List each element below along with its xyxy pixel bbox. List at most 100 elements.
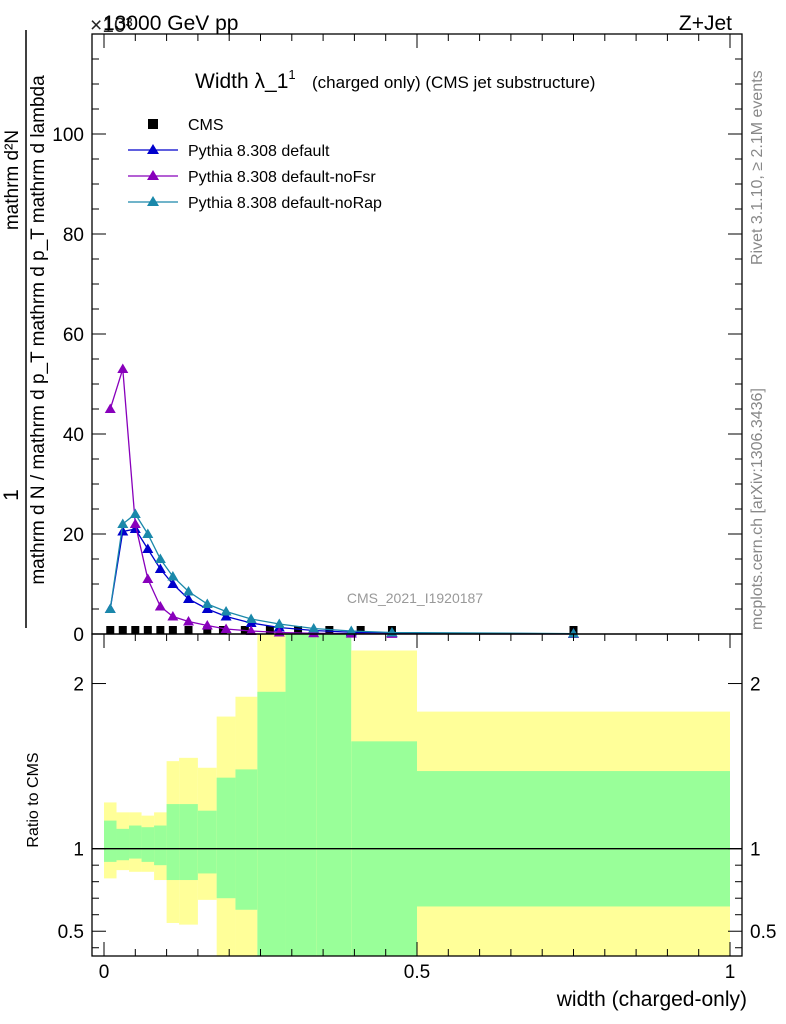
legend-entry: CMS — [148, 117, 224, 134]
process-label: Z+Jet — [679, 12, 732, 35]
x-tick-label: 1 — [725, 962, 736, 983]
data-point — [245, 625, 257, 635]
mcplots-label: mcplots.cern.ch [arXiv:1306.3436] — [749, 388, 766, 630]
legend-marker — [147, 196, 159, 206]
ratio-inner-band — [141, 827, 155, 862]
ratio-inner-band — [285, 634, 317, 956]
main-series — [104, 363, 579, 638]
series-3 — [104, 508, 579, 638]
data-point — [142, 528, 154, 538]
data-point — [265, 626, 274, 634]
legend-entry: Pythia 8.308 default-noFsr — [128, 169, 376, 186]
data-point — [220, 623, 232, 633]
ratio-inner-band — [116, 828, 130, 861]
data-point — [117, 518, 129, 528]
data-point — [308, 623, 320, 633]
data-point — [129, 523, 141, 533]
ratio-inner-band — [179, 804, 198, 881]
ratio-inner-band — [257, 691, 286, 956]
y-tick-label: 100 — [52, 125, 84, 146]
data-point — [118, 626, 127, 634]
ratio-y-label: Ratio to CMS — [25, 752, 42, 847]
data-point — [183, 586, 195, 596]
data-point — [184, 626, 193, 634]
ratio-inner-band — [316, 634, 352, 956]
chart-title: Width λ_11 — [195, 67, 296, 93]
data-point — [220, 611, 232, 621]
data-point — [142, 543, 154, 553]
data-point — [568, 628, 579, 638]
y-tick-label: 40 — [63, 425, 84, 446]
data-point — [183, 593, 195, 603]
legend-marker — [147, 144, 159, 154]
series-line — [109, 513, 574, 635]
x-axis-label: width (charged-only) — [556, 988, 747, 1011]
data-point — [117, 363, 129, 373]
legend-label: Pythia 8.308 default-noFsr — [188, 169, 376, 186]
data-point — [273, 618, 285, 628]
ratio-y-tick-label: 1 — [750, 840, 761, 861]
legend-label: Pythia 8.308 default — [188, 143, 330, 160]
data-point — [203, 626, 212, 634]
data-point — [345, 625, 357, 635]
y-tick-label: 60 — [63, 325, 84, 346]
data-point — [156, 626, 165, 634]
data-point — [131, 626, 140, 634]
data-point — [294, 626, 303, 634]
data-point — [142, 573, 154, 583]
ratio-inner-band — [417, 771, 730, 907]
data-point — [183, 616, 195, 626]
data-point — [104, 603, 116, 613]
y-tick-label: 80 — [63, 225, 84, 246]
data-point — [154, 553, 166, 563]
ratio-inner-band — [129, 825, 142, 859]
data-point — [167, 571, 179, 581]
data-point — [168, 626, 177, 634]
ratio-y-tick-label: 2 — [73, 675, 84, 696]
ratio-y-tick-label: 0.5 — [58, 922, 84, 943]
x-tick-label: 0 — [99, 962, 110, 983]
y-tick-label: 0 — [73, 625, 84, 646]
series-1 — [104, 523, 579, 638]
exponent-label: ×10³ — [90, 14, 133, 37]
data-point — [129, 518, 141, 528]
ratio-inner-band — [104, 820, 117, 862]
data-point — [104, 403, 116, 413]
analysis-watermark: CMS_2021_I1920187 — [347, 590, 483, 606]
ratio-inner-band — [197, 810, 217, 874]
ratio-y-tick-label: 2 — [750, 675, 761, 696]
series-line — [109, 368, 574, 635]
data-point — [154, 601, 166, 611]
ratio-bands — [92, 634, 742, 956]
ratio-inner-band — [235, 769, 258, 910]
data-point — [201, 603, 213, 613]
data-point — [143, 626, 152, 634]
data-point — [117, 526, 129, 536]
ratio-inner-band — [154, 825, 167, 866]
data-point — [201, 598, 213, 608]
data-point — [129, 508, 141, 518]
data-point — [167, 578, 179, 588]
series-2 — [104, 363, 579, 638]
data-point — [106, 626, 115, 634]
data-point — [201, 620, 213, 630]
data-point — [154, 563, 166, 573]
data-point — [220, 606, 232, 616]
ratio-inner-band — [216, 777, 236, 899]
legend-label: Pythia 8.308 default-noRap — [188, 195, 382, 212]
y-label-d2n: mathrm d²N — [2, 130, 23, 230]
y-axis-label: 1 mathrm d N / mathrm d p_T mathrm d p_T… — [0, 30, 49, 628]
chart-subtitle: (charged only) (CMS jet substructure) — [312, 73, 595, 92]
data-point — [356, 626, 365, 634]
legend-entry: Pythia 8.308 default — [128, 143, 330, 160]
legend-label: CMS — [188, 117, 224, 134]
ratio-y-tick-label: 1 — [73, 840, 84, 861]
y-label-denominator: mathrm d N / mathrm d p_T mathrm d p_T m… — [28, 75, 49, 585]
legend-marker — [147, 170, 159, 180]
data-point — [167, 611, 179, 621]
rivet-version-label: Rivet 3.1.10, ≥ 2.1M events — [749, 70, 766, 265]
collision-label: 13000 GeV pp — [103, 12, 238, 35]
ratio-y-tick-label: 0.5 — [750, 922, 776, 943]
y-label-numerator: 1 — [0, 489, 23, 501]
